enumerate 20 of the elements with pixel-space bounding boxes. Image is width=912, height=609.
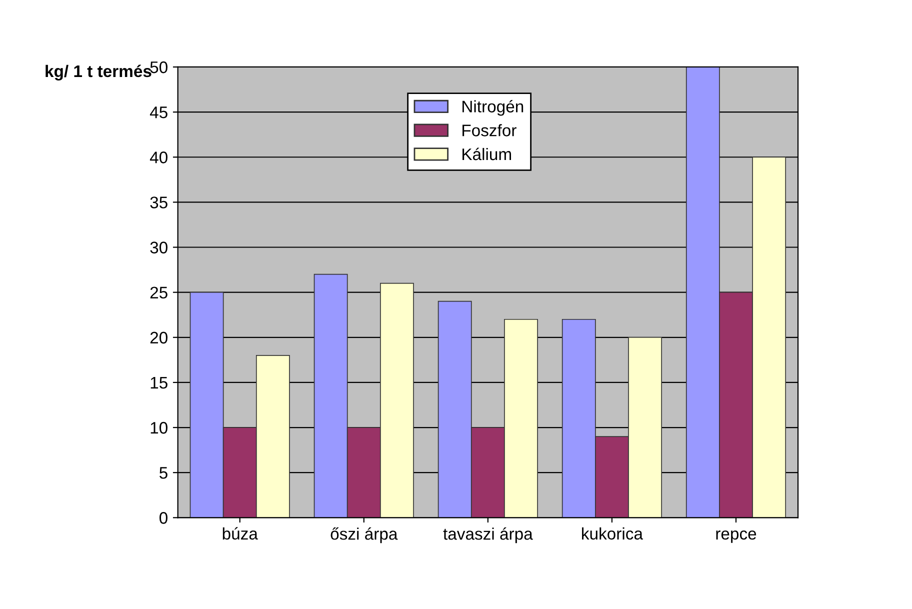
y-tick-label: 25 — [150, 286, 168, 299]
x-tick-label: tavaszi árpa — [443, 527, 533, 544]
legend-label: Foszfor — [462, 124, 516, 136]
x-tick-label: őszi árpa — [330, 527, 398, 544]
x-tick-label: kukorica — [582, 527, 643, 540]
y-tick-label: 10 — [150, 422, 168, 434]
y-tick-label: 0 — [160, 512, 168, 524]
legend-label: Kálium — [462, 148, 511, 160]
y-tick-label: 15 — [150, 377, 168, 389]
y-tick-label: 40 — [150, 152, 168, 164]
y-tick-label: 20 — [150, 332, 168, 344]
y-axis-title: kg/ 1 t termés — [46, 64, 152, 81]
x-tick-label: búza — [222, 527, 258, 540]
y-tick-label: 30 — [150, 242, 168, 254]
legend-label: Nitrogén — [462, 100, 524, 116]
x-tick-label: repce — [716, 530, 756, 543]
y-tick-label: 5 — [160, 467, 168, 479]
y-tick-label: 50 — [150, 61, 168, 74]
y-tick-label: 45 — [150, 106, 168, 118]
y-tick-label: 35 — [150, 196, 168, 208]
